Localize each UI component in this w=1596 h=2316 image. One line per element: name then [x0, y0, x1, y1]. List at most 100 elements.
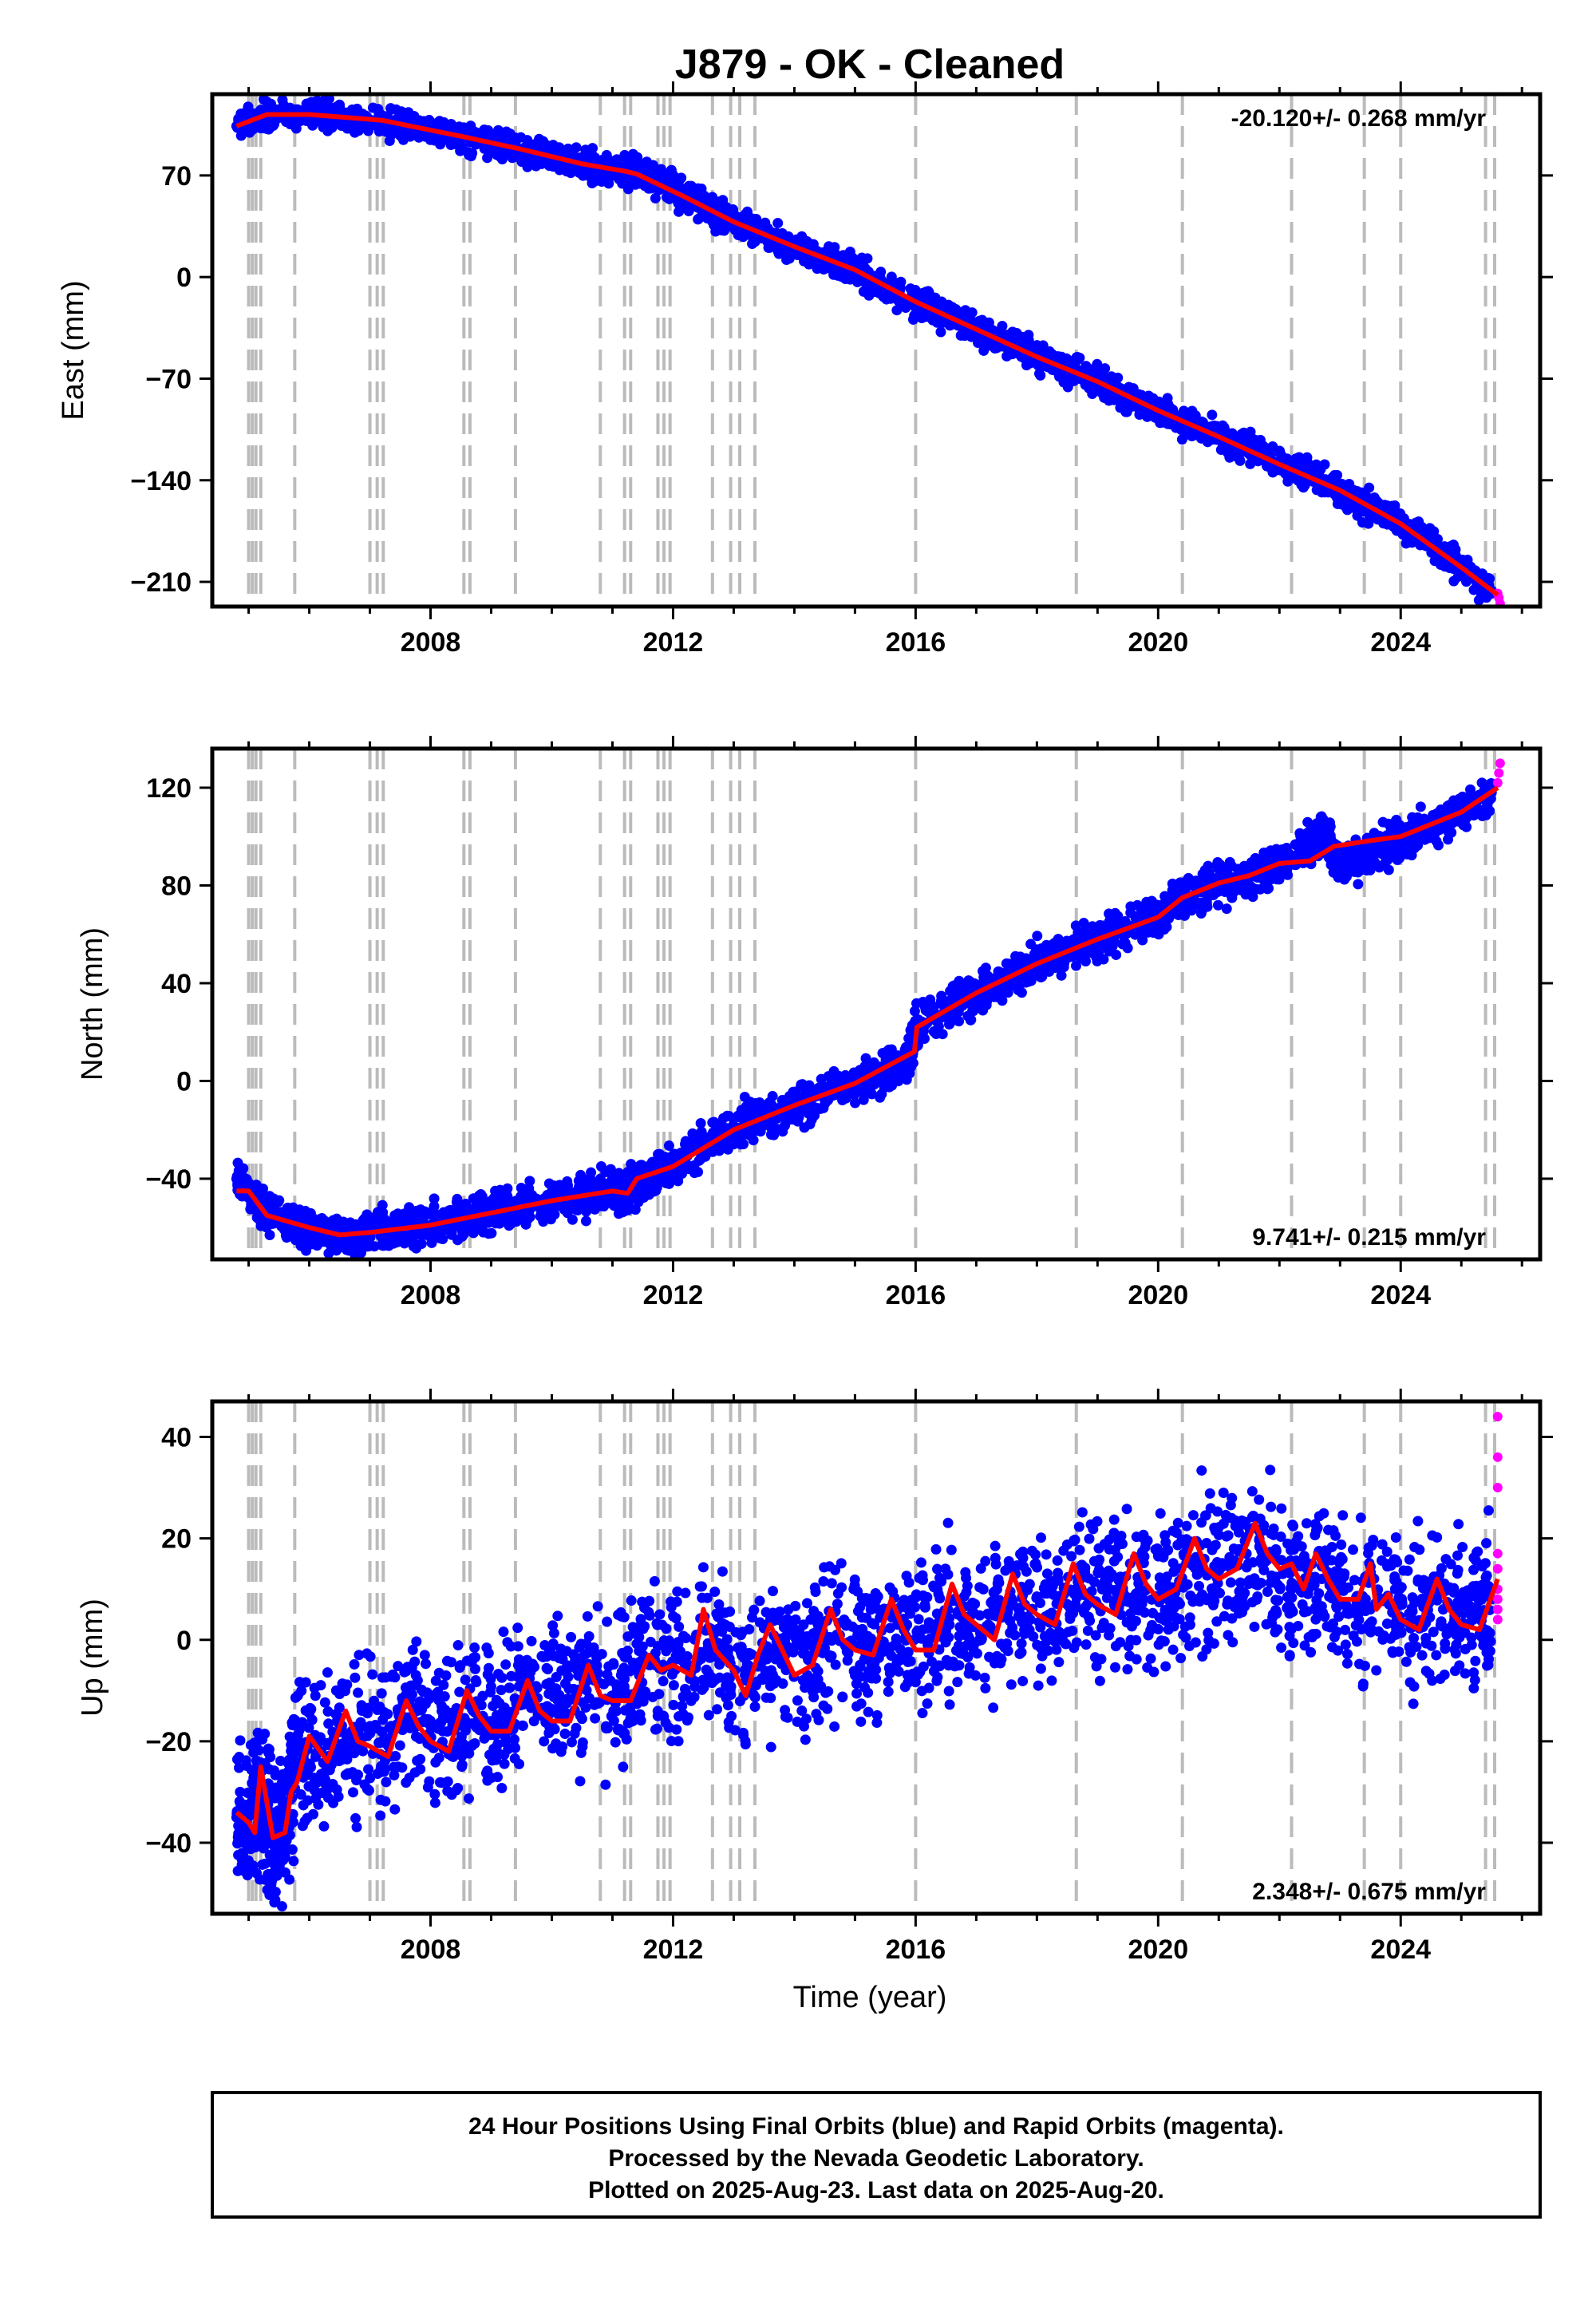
north-final-point — [1098, 954, 1109, 965]
north-final-point — [1003, 958, 1014, 970]
north-final-point — [680, 1136, 691, 1147]
east-x-tick-label: 2016 — [886, 627, 946, 658]
north-final-point — [486, 1227, 497, 1239]
north-final-point — [707, 1146, 718, 1157]
north-final-point — [567, 1214, 578, 1225]
east-final-point — [1227, 428, 1238, 439]
north-final-point — [473, 1190, 484, 1201]
north-final-point — [796, 1080, 807, 1091]
north-final-point — [581, 1206, 592, 1217]
east-y-axis-label: East (mm) — [57, 280, 90, 420]
north-final-point — [1199, 864, 1211, 875]
east-final-point — [1084, 382, 1095, 393]
north-final-point — [408, 1241, 419, 1252]
north-final-point — [980, 962, 991, 974]
north-final-point — [1037, 971, 1048, 982]
east-frame — [210, 92, 1543, 609]
north-final-point — [535, 1211, 546, 1222]
east-final-point — [683, 205, 694, 216]
north-final-point — [630, 1204, 641, 1215]
north-final-point — [1168, 885, 1179, 896]
east-final-point — [1205, 421, 1216, 433]
north-final-point — [1032, 931, 1043, 942]
north-final-point — [477, 1219, 488, 1230]
east-final-point — [915, 307, 926, 318]
north-final-point — [262, 1192, 273, 1203]
east-final-point — [1011, 328, 1022, 339]
east-final-point — [320, 97, 331, 109]
north-final-point — [524, 1176, 535, 1187]
east-final-point — [519, 152, 530, 164]
north-final-point — [1186, 905, 1197, 916]
north-final-point — [677, 1168, 688, 1180]
east-x-tick-label: 2020 — [1128, 627, 1188, 658]
north-final-point — [369, 1241, 380, 1252]
north-final-point — [1282, 864, 1293, 875]
east-final-point — [244, 127, 255, 138]
north-final-point — [858, 1094, 869, 1105]
east-final-point — [1235, 455, 1246, 466]
north-final-point — [294, 1204, 305, 1215]
east-final-point — [438, 117, 449, 128]
north-final-point — [1232, 864, 1243, 875]
east-final-point — [465, 151, 476, 162]
north-final-point — [338, 1216, 349, 1227]
east-final-point — [1100, 363, 1111, 374]
north-final-point — [473, 1202, 484, 1213]
north-final-point — [904, 1068, 915, 1079]
east-final-point — [554, 164, 565, 176]
north-final-point — [1174, 879, 1185, 890]
north-final-point — [462, 1206, 473, 1217]
east-final-point — [772, 246, 784, 257]
north-final-point — [416, 1238, 427, 1249]
north-final-point — [868, 1057, 879, 1068]
east-final-point — [1352, 510, 1363, 521]
north-final-point — [829, 1072, 840, 1083]
east-final-point — [1081, 364, 1092, 375]
north-final-point — [868, 1074, 879, 1085]
north-final-point — [1073, 927, 1084, 938]
east-final-point — [277, 94, 288, 105]
north-final-point — [622, 1204, 634, 1215]
north-final-point — [346, 1243, 357, 1254]
east-final-point — [1363, 518, 1374, 529]
north-final-point — [580, 1199, 591, 1210]
north-final-point — [1163, 913, 1175, 924]
north-final-point — [883, 1081, 895, 1093]
east-final-point — [1397, 529, 1408, 540]
east-final-point — [263, 98, 274, 109]
east-final-point — [894, 294, 905, 306]
north-final-point — [695, 1117, 706, 1128]
east-final-point — [1225, 450, 1236, 461]
north-final-point — [1249, 861, 1260, 872]
north-final-point — [925, 994, 936, 1006]
east-final-point — [397, 126, 408, 137]
north-final-point — [1195, 907, 1207, 919]
north-final-point — [377, 1233, 389, 1244]
east-final-points — [231, 94, 1497, 606]
east-final-point — [619, 149, 630, 160]
north-final-point — [1132, 899, 1143, 911]
north-final-point — [366, 1212, 377, 1223]
north-final-point — [736, 1105, 747, 1116]
north-final-point — [1058, 962, 1069, 973]
north-final-point — [549, 1209, 560, 1220]
east-final-point — [935, 326, 946, 338]
north-final-point — [1246, 885, 1258, 896]
east-final-point — [1389, 500, 1400, 511]
east-final-point — [1065, 377, 1076, 388]
east-model-line — [235, 112, 1499, 597]
north-final-point — [860, 1053, 871, 1064]
east-final-point — [425, 131, 437, 142]
north-final-point — [638, 1192, 650, 1203]
north-final-point — [745, 1130, 756, 1141]
east-final-point — [405, 131, 416, 142]
east-final-point — [1429, 555, 1440, 567]
north-final-point — [1277, 844, 1288, 855]
east-final-point — [1382, 519, 1393, 530]
east-y-tick-label: 70 — [161, 161, 192, 192]
north-final-point — [246, 1199, 257, 1211]
north-final-point — [1221, 903, 1232, 915]
